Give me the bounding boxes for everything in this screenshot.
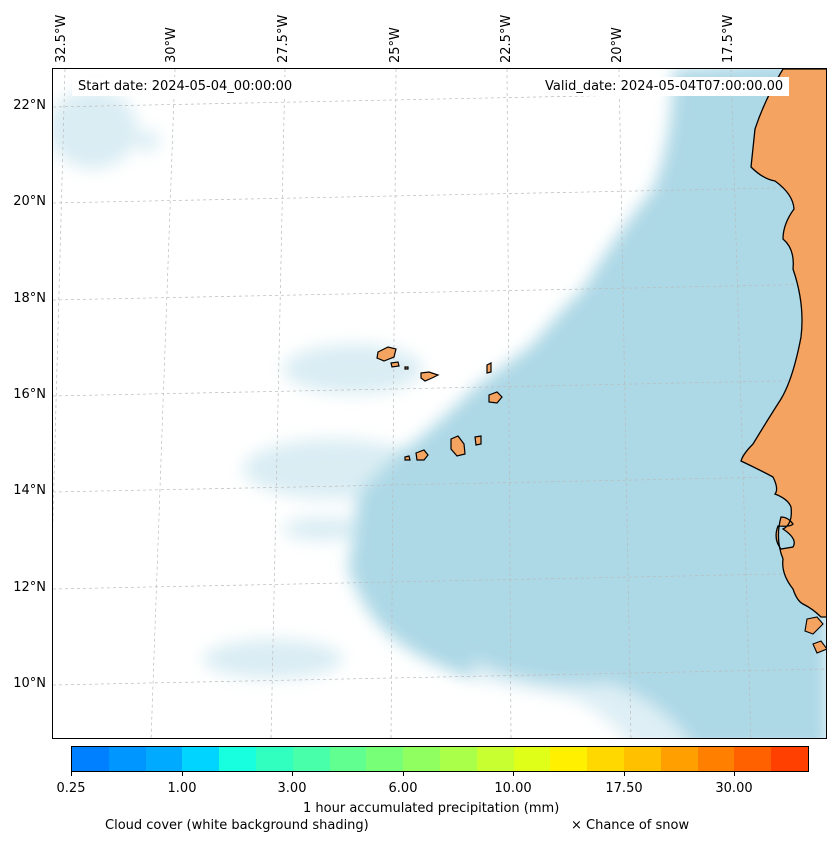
cloud-gap [473,659,687,738]
colorbar-segment [476,747,514,771]
colorbar-segment [145,747,183,771]
colorbar-segment [255,747,293,771]
island-sal [486,362,492,374]
island-fogo [415,449,429,461]
lon-label-17-5w: 17.5°W [721,14,736,63]
precipitation-colorbar [71,746,809,772]
map-canvas [53,69,826,738]
cloud-wisp [283,517,363,541]
gridline-lon [53,69,66,530]
colorbar-tickmark [513,772,514,776]
colorbar-segment [292,747,330,771]
colorbar-segment [734,747,772,771]
gridline-lon [730,69,752,738]
colorbar-segment [513,747,551,771]
lon-label-32-5w: 32.5°W [54,14,69,63]
colorbar-segment [182,747,220,771]
start-date-label: Start date: 2024-05-04_00:00:00 [72,77,299,96]
lon-label-20w: 20°W [610,27,625,63]
africa-land [740,69,826,618]
colorbar-tickmark [182,772,183,776]
snow-chance-legend: × Chance of snow [571,818,690,833]
cloud-wisp [283,344,423,394]
colorbar-tick-label: 3.00 [277,781,307,796]
colorbar-tickmark [71,772,72,776]
colorbar-segment [366,747,404,771]
colorbar-segment [587,747,624,771]
colorbar-tick-label: 17.50 [605,781,643,796]
island-maio [474,435,482,446]
colorbar-tick-label: 10.00 [494,781,532,796]
colorbar-segment [660,747,698,771]
gridline-lon [270,69,286,738]
colorbar-segment [108,747,146,771]
cloud-mass [348,69,826,738]
cloud-wisp [53,89,138,169]
gridline-lon [618,69,632,738]
colorbar-segment [771,747,808,771]
island-santo-antao [376,346,397,362]
colorbar-segment [623,747,661,771]
colorbar-tick-label: 6.00 [388,781,418,796]
colorbar-segment [697,747,735,771]
island-santa-luzia [404,366,409,370]
colorbar-tick-label: 30.00 [715,781,753,796]
colorbar-segment [329,747,367,771]
colorbar-segment [72,747,109,771]
island-sao-nicolau [420,371,440,382]
lon-label-22-5w: 22.5°W [499,14,514,63]
lat-label-10n: 10°N [13,676,46,691]
lat-label-22n: 22°N [13,98,46,113]
gridlines [53,69,826,738]
colorbar-label: 1 hour accumulated precipitation (mm) [303,801,560,816]
lat-label-14n: 14°N [13,483,46,498]
cloud-cover [348,69,826,738]
gridline-lon [390,69,397,738]
bijagos-island [812,640,826,654]
lat-label-18n: 18°N [13,291,46,306]
bijagos-island [804,616,824,635]
lat-label-12n: 12°N [13,580,46,595]
colorbar-segment [439,747,477,771]
colorbar-tickmark [624,772,625,776]
cloud-mass [358,429,523,539]
lon-label-27-5w: 27.5°W [276,14,291,63]
lat-label-16n: 16°N [13,387,46,402]
colorbar-tick-label: 0.25 [56,781,86,796]
gridline-lon [506,69,512,738]
colorbar-segment [403,747,440,771]
island-santiago [450,435,466,457]
colorbar-tickmark [734,772,735,776]
lat-label-20n: 20°N [13,194,46,209]
island-brava [404,455,411,461]
colorbar-segment [219,747,256,771]
lon-label-25w: 25°W [388,27,403,63]
colorbar-tickmark [292,772,293,776]
cape-verde-islands [376,346,503,461]
colorbar-segment [550,747,588,771]
cloud-wisp [136,131,160,151]
map-panel [52,68,827,739]
island-boa-vista [488,391,503,404]
colorbar-tick-label: 1.00 [167,781,197,796]
valid-date-label: Valid_date: 2024-05-04T07:00:00.00 [539,77,790,96]
colorbar-tickmark [403,772,404,776]
lon-label-30w: 30°W [164,27,179,63]
island-sao-vicente [390,361,400,368]
gridline-lon [150,69,176,738]
cloud-cover-legend: Cloud cover (white background shading) [105,818,369,833]
